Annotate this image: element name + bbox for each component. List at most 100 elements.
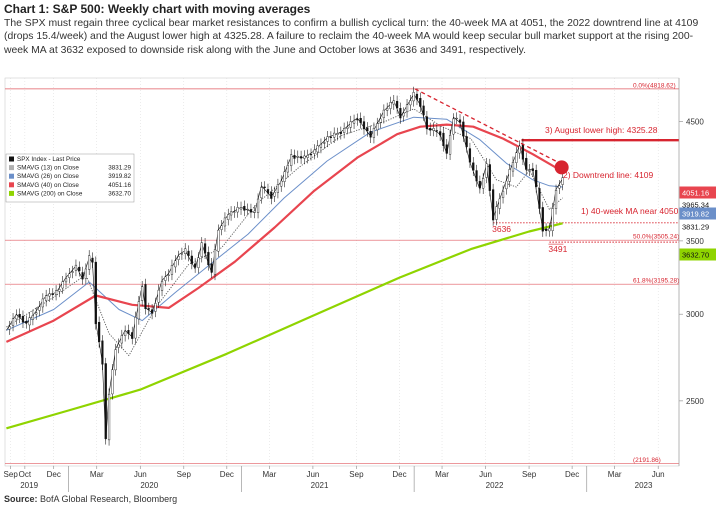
value-tag-text: 4051.16 bbox=[682, 189, 709, 198]
price-candle bbox=[409, 100, 412, 106]
value-tag-box bbox=[679, 186, 716, 199]
year-label: 2020 bbox=[140, 481, 158, 490]
x-tick-label: Dec bbox=[47, 470, 61, 479]
price-candle bbox=[528, 169, 531, 171]
price-candle bbox=[84, 268, 87, 279]
x-tick-label: Jun bbox=[306, 470, 319, 479]
price-candle bbox=[31, 315, 35, 320]
y-tick-label: 2500 bbox=[686, 397, 704, 406]
price-candle bbox=[54, 290, 58, 295]
price-candle bbox=[485, 163, 488, 178]
axes-layer: Sep Oct Dec Mar Jun Sep Dec Mar Jun Sep Dec Mar Jun S… bbox=[4, 78, 704, 492]
price-candle bbox=[316, 145, 319, 153]
legend-swatch bbox=[9, 156, 14, 162]
price-candle bbox=[45, 295, 48, 301]
price-candle bbox=[319, 143, 323, 148]
price-candle bbox=[147, 308, 150, 310]
price-candle bbox=[260, 187, 263, 199]
year-label: 2021 bbox=[311, 481, 329, 490]
price-candle bbox=[382, 109, 385, 118]
price-candle bbox=[220, 225, 223, 230]
price-candle bbox=[439, 131, 442, 136]
price-candle bbox=[296, 155, 299, 158]
price-candle bbox=[561, 177, 564, 185]
price-candle bbox=[276, 184, 280, 193]
price-candle bbox=[180, 253, 183, 255]
source-note: Source: BofA Global Research, Bloomberg bbox=[4, 494, 177, 504]
price-candle bbox=[253, 210, 256, 213]
price-candle bbox=[465, 136, 468, 148]
price-candle bbox=[501, 190, 505, 198]
fib-level-label: (2191.86) bbox=[633, 457, 661, 464]
price-candle bbox=[399, 108, 402, 119]
chart-title: Chart 1: S&P 500: Weekly chart with movi… bbox=[4, 2, 311, 16]
price-candle bbox=[78, 266, 81, 271]
series-smavg-line bbox=[6, 108, 563, 357]
price-candle bbox=[190, 255, 193, 264]
price-candle bbox=[299, 156, 303, 159]
price-candle bbox=[343, 128, 346, 133]
x-tick-label: Jun bbox=[134, 470, 147, 479]
x-tick-label: Sep bbox=[522, 470, 537, 479]
price-candle bbox=[432, 128, 435, 131]
price-candle bbox=[339, 132, 342, 134]
price-candle bbox=[425, 116, 429, 130]
price-candle bbox=[229, 211, 233, 216]
price-candle bbox=[452, 118, 455, 135]
price-candle bbox=[48, 293, 51, 297]
price-candle bbox=[455, 117, 458, 120]
price-candle bbox=[167, 274, 170, 276]
price-candle bbox=[508, 169, 511, 182]
series-smavg-line bbox=[6, 222, 563, 430]
source-label: Source: bbox=[4, 494, 38, 504]
y-tick-label: 3000 bbox=[686, 310, 704, 319]
x-tick-label: Jun bbox=[652, 470, 665, 479]
legend-entry-name: SMAVG (40) on Close bbox=[17, 182, 79, 189]
price-candle bbox=[482, 178, 485, 189]
price-candle bbox=[243, 205, 246, 211]
price-candle bbox=[303, 155, 306, 159]
price-candle bbox=[329, 136, 332, 138]
price-candle bbox=[492, 189, 495, 221]
price-candle bbox=[389, 102, 392, 109]
price-candle bbox=[38, 306, 41, 311]
price-candle bbox=[336, 133, 339, 135]
legend-swatch bbox=[9, 182, 14, 188]
legend-entry-value: 3919.82 bbox=[108, 173, 131, 180]
price-candle bbox=[283, 171, 286, 182]
year-label: 2019 bbox=[20, 481, 38, 490]
price-candle bbox=[386, 108, 389, 111]
legend: SPX Index - Last Price SMAVG (13) on Clos… bbox=[5, 153, 135, 203]
price-candle bbox=[227, 214, 230, 220]
price-candle bbox=[518, 145, 521, 154]
price-candle bbox=[478, 181, 481, 188]
price-candle bbox=[131, 332, 134, 339]
x-tick-label: Sep bbox=[349, 470, 364, 479]
price-candle bbox=[293, 155, 296, 159]
price-candle bbox=[511, 161, 515, 172]
price-candle bbox=[94, 261, 97, 325]
x-tick-label: Dec bbox=[565, 470, 579, 479]
value-tag-text: 3965.34 bbox=[682, 201, 709, 210]
x-tick-label: Mar bbox=[435, 470, 449, 479]
y-tick-label: 4500 bbox=[686, 117, 704, 126]
price-candle bbox=[535, 170, 538, 187]
price-candle bbox=[521, 143, 525, 160]
price-candle bbox=[104, 363, 107, 440]
price-candle bbox=[429, 128, 432, 131]
price-candle bbox=[468, 148, 472, 163]
price-candle bbox=[58, 288, 61, 292]
price-candle bbox=[107, 393, 111, 441]
low-label: 3491 bbox=[548, 244, 567, 254]
legend-box bbox=[5, 153, 135, 203]
price-candle bbox=[462, 121, 465, 137]
x-tick-label: Oct bbox=[19, 470, 32, 479]
series-smavg-line bbox=[5, 123, 564, 343]
price-candle bbox=[187, 250, 190, 256]
price-candle bbox=[396, 101, 399, 109]
x-tick-label: Sep bbox=[4, 470, 19, 479]
price-candle bbox=[359, 118, 362, 123]
value-tag-box bbox=[679, 207, 716, 220]
price-candle bbox=[101, 340, 104, 365]
price-candle bbox=[74, 264, 78, 271]
